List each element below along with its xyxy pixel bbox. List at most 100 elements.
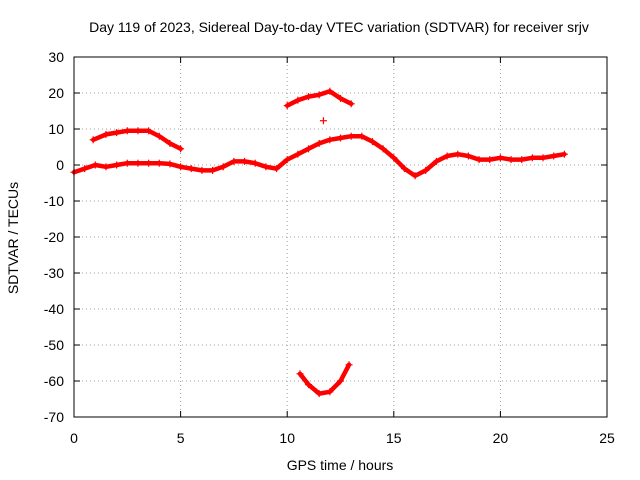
- data-point: [296, 370, 304, 378]
- data-point: [422, 166, 430, 174]
- x-tick-label: 5: [177, 430, 185, 446]
- data-point: [358, 132, 366, 140]
- y-tick-label: -30: [44, 265, 64, 281]
- data-point: [560, 150, 568, 158]
- data-point: [443, 152, 451, 160]
- data-point: [113, 161, 121, 169]
- data-point: [81, 165, 89, 173]
- data-point: [91, 161, 99, 169]
- data-point: [475, 156, 483, 164]
- chart-title: Day 119 of 2023, Sidereal Day-to-day VTE…: [89, 19, 589, 35]
- data-point: [305, 381, 313, 389]
- data-point: [315, 139, 323, 147]
- data-point: [134, 159, 142, 167]
- y-tick-label: 30: [48, 49, 64, 65]
- data-point: [379, 145, 387, 153]
- data-point: [518, 156, 526, 164]
- y-tick-label: 20: [48, 85, 64, 101]
- data-point: [177, 163, 185, 171]
- y-tick-label: -50: [44, 337, 64, 353]
- data-point: [273, 165, 281, 173]
- x-axis-title: GPS time / hours: [287, 457, 394, 473]
- data-point: [528, 154, 536, 162]
- data-point: [454, 150, 462, 158]
- x-tick-label: 25: [599, 430, 615, 446]
- x-tick-label: 10: [279, 430, 295, 446]
- data-point: [102, 130, 110, 138]
- data-point: [315, 390, 323, 398]
- data-point: [166, 160, 174, 168]
- data-point: [294, 150, 302, 158]
- data-point: [315, 91, 323, 99]
- data-point: [432, 157, 440, 165]
- data-point: [262, 163, 270, 171]
- data-point: [145, 159, 153, 167]
- y-tick-label: 0: [56, 157, 64, 173]
- data-point: [145, 127, 153, 135]
- y-tick-label: -20: [44, 229, 64, 245]
- plot-frame: [73, 56, 608, 418]
- data-point: [187, 165, 195, 173]
- data-point: [177, 145, 185, 153]
- data-point: [102, 163, 110, 171]
- x-tick-label: 0: [70, 430, 78, 446]
- data-point: [337, 377, 344, 385]
- data-point: [123, 159, 131, 167]
- data-point: [283, 156, 291, 164]
- series-arc-A: [89, 127, 185, 153]
- y-tick-label: -40: [44, 301, 64, 317]
- data-point: [209, 166, 217, 174]
- data-point: [496, 154, 504, 162]
- y-axis-title: SDTVAR / TECUs: [5, 182, 21, 294]
- data-point: [486, 156, 494, 164]
- data-point: [464, 152, 472, 160]
- y-tick-label: 10: [48, 121, 64, 137]
- data-point: [241, 157, 249, 165]
- data-point: [89, 136, 97, 144]
- data-point: [347, 100, 355, 108]
- data-point: [337, 134, 344, 142]
- data-point: [155, 159, 163, 167]
- data-point: [305, 93, 313, 101]
- y-tick-labels: 30 20 10 0 -10 -20 -30 -40 -50 -60 -70: [44, 49, 64, 425]
- data-point: [134, 127, 142, 135]
- y-tick-label: -10: [44, 193, 64, 209]
- data-point: [219, 163, 227, 171]
- data-point: [251, 159, 259, 167]
- series-arc-C: [296, 361, 353, 398]
- x-tick-label: 15: [386, 430, 402, 446]
- data-point: [166, 139, 174, 147]
- data-point: [411, 172, 419, 180]
- data-point: [539, 154, 547, 162]
- data-point: [198, 166, 206, 174]
- data-point: [507, 156, 515, 164]
- series-outlier: [319, 117, 327, 125]
- data-point: [326, 388, 334, 396]
- data-point: [155, 132, 163, 140]
- data-point: [345, 361, 353, 369]
- data-point: [305, 145, 313, 153]
- data-point: [123, 127, 131, 135]
- data-point: [113, 129, 121, 137]
- data-point: [390, 154, 398, 162]
- data-point: [326, 136, 334, 144]
- data-point: [337, 94, 344, 102]
- data-point: [319, 117, 327, 125]
- data-point: [400, 165, 408, 173]
- data-point: [550, 152, 558, 160]
- data-point: [347, 132, 355, 140]
- y-tick-label: -60: [44, 373, 64, 389]
- data-point: [283, 102, 291, 110]
- data-point: [230, 157, 238, 165]
- series-main-band: [70, 132, 568, 180]
- series-arc-B: [283, 87, 355, 110]
- data-point: [294, 96, 302, 104]
- y-tick-label: -70: [44, 409, 64, 425]
- x-tick-label: 20: [493, 430, 509, 446]
- x-tick-labels: 0 5 10 15 20 25: [70, 430, 615, 446]
- data-point: [326, 87, 334, 95]
- data-series: [70, 87, 568, 398]
- series-trace: [297, 362, 352, 396]
